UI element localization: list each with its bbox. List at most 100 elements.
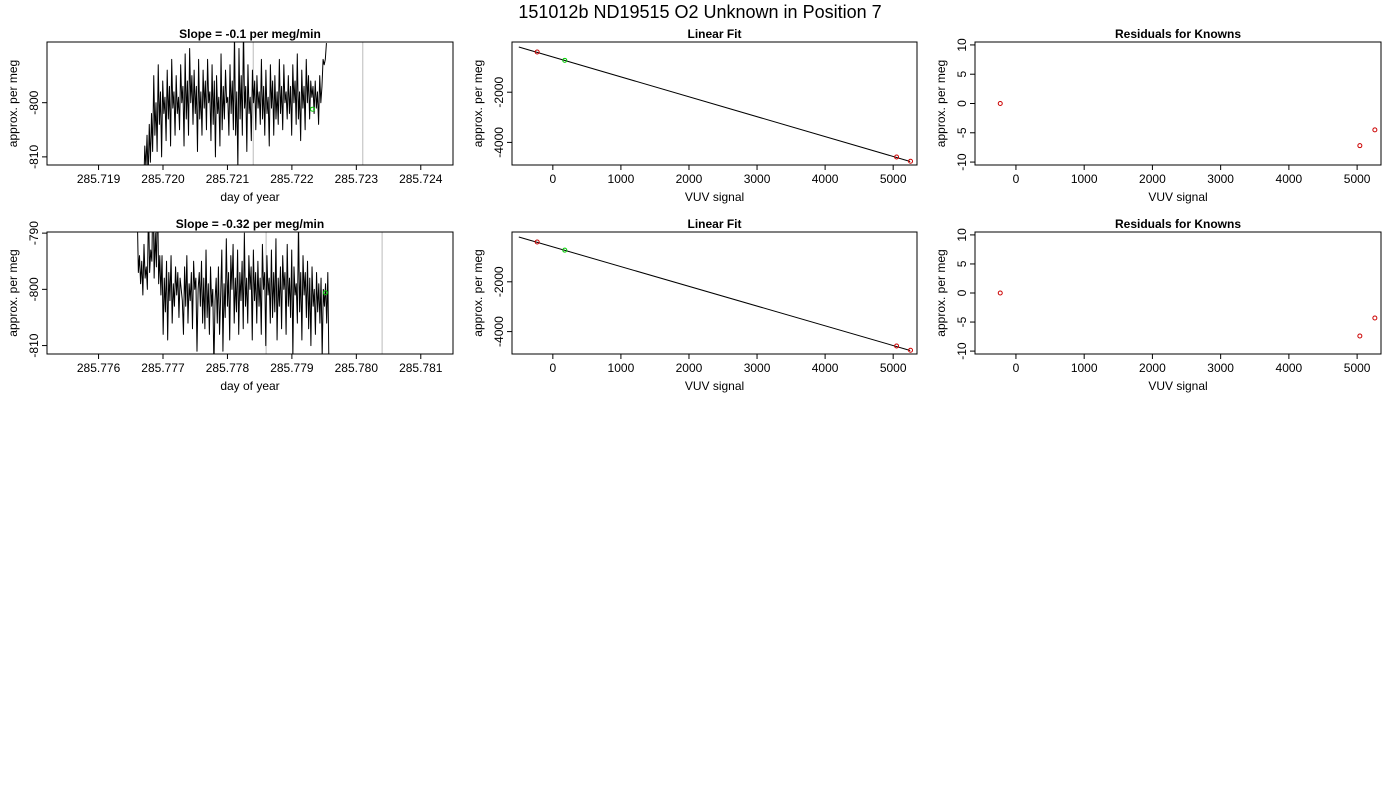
x-tick-label: 285.719 (77, 172, 121, 186)
plot-frame (974, 41, 1382, 166)
fit-line (518, 46, 911, 162)
x-tick-label: 4000 (1276, 172, 1303, 186)
x-tick-label: 285.777 (141, 361, 185, 375)
data-point (322, 290, 328, 296)
x-tick-label: 2000 (676, 361, 703, 375)
y-tick-label: 5 (955, 71, 969, 78)
x-tick-label: 5000 (880, 361, 907, 375)
x-tick-label: 2000 (676, 172, 703, 186)
data-point (1357, 333, 1363, 339)
y-tick-label: 0 (955, 100, 969, 107)
x-tick-label: 5000 (1344, 172, 1371, 186)
y-tick-label: -2000 (492, 77, 506, 108)
y-tick-label: -810 (27, 333, 41, 357)
x-tick-label: 285.724 (399, 172, 443, 186)
y-tick-label: -2000 (492, 266, 506, 297)
data-point (908, 347, 914, 353)
y-axis-label: approx. per meg (934, 60, 948, 147)
y-tick-label: -5 (955, 316, 969, 327)
x-tick-label: 2000 (1139, 361, 1166, 375)
x-tick-label: 0 (549, 361, 556, 375)
x-tick-label: 1000 (1071, 361, 1098, 375)
y-tick-label: -4000 (492, 316, 506, 347)
x-tick-label: 1000 (608, 361, 635, 375)
chart-panel-1: Slope = -0.1 per meg/min 285.719 285.720 28… (6, 27, 454, 204)
x-axis-label: VUV signal (685, 379, 744, 393)
x-tick-label: 3000 (744, 361, 771, 375)
plot-area (518, 46, 914, 164)
x-tick-label: 0 (1013, 172, 1020, 186)
data-point (894, 343, 900, 349)
chart-panel-5: Linear Fit 0 1000 2000 3000 4000 5000 -2000 -400… (471, 217, 918, 393)
x-tick-label: 2000 (1139, 172, 1166, 186)
y-axis-label: approx. per meg (6, 60, 20, 147)
plot-area (143, 42, 364, 165)
chart-title: Linear Fit (687, 217, 741, 231)
fit-line (518, 236, 911, 351)
y-axis-label: approx. per meg (471, 249, 485, 336)
y-tick-label: 10 (955, 228, 969, 242)
chart-title: Linear Fit (687, 27, 741, 41)
y-axis-label: approx. per meg (934, 249, 948, 336)
x-tick-label: 285.781 (399, 361, 443, 375)
data-point (997, 290, 1003, 296)
data-point (1372, 315, 1378, 321)
y-tick-label: -4000 (492, 127, 506, 158)
plot-frame (46, 41, 454, 166)
x-tick-label: 3000 (1207, 172, 1234, 186)
plot-frame (974, 231, 1382, 355)
x-tick-label: 0 (1013, 361, 1020, 375)
x-tick-label: 1000 (608, 172, 635, 186)
data-point (997, 101, 1003, 106)
x-axis-label: VUV signal (1148, 379, 1207, 393)
x-tick-label: 4000 (1276, 361, 1303, 375)
data-point (1357, 143, 1363, 149)
plot-area (997, 101, 1378, 149)
x-axis-label: VUV signal (1148, 190, 1207, 204)
x-tick-label: 285.778 (206, 361, 250, 375)
x-tick-label: 285.776 (77, 361, 121, 375)
chart-panel-2: Linear Fit 0 1000 2000 3000 4000 5000 -2000 -400… (471, 27, 918, 204)
series-line (137, 232, 330, 354)
chart-title: Slope = -0.1 per meg/min (179, 27, 321, 41)
data-point (562, 57, 568, 63)
series-line (143, 42, 327, 165)
x-tick-label: 5000 (880, 172, 907, 186)
y-axis-label: approx. per meg (471, 60, 485, 147)
y-tick-label: -10 (955, 153, 969, 171)
plot-frame (511, 41, 918, 166)
y-axis-label: approx. per meg (6, 249, 20, 336)
x-axis-label: day of year (220, 190, 279, 204)
data-point (908, 158, 914, 164)
chart-title: Residuals for Knowns (1115, 27, 1241, 41)
data-point (1372, 127, 1378, 133)
x-tick-label: 5000 (1344, 361, 1371, 375)
y-tick-label: -800 (27, 277, 41, 301)
y-tick-label: 10 (955, 38, 969, 52)
x-tick-label: 285.720 (141, 172, 185, 186)
chart-title: Slope = -0.32 per meg/min (176, 217, 324, 231)
chart-panel-6: Residuals for Knowns 0 1000 2000 3000 4000 500… (934, 217, 1382, 393)
data-point (534, 49, 540, 55)
data-point (534, 239, 540, 245)
y-tick-label: -790 (27, 221, 41, 245)
plot-area (137, 232, 383, 354)
x-axis-label: VUV signal (685, 190, 744, 204)
chart-panel-4: Slope = -0.32 per meg/min 285.776 285.777 2… (6, 217, 454, 393)
chart-title: Residuals for Knowns (1115, 217, 1241, 231)
x-tick-label: 285.779 (270, 361, 314, 375)
y-tick-label: 5 (955, 260, 969, 267)
x-tick-label: 4000 (812, 172, 839, 186)
data-point (562, 247, 568, 253)
data-point (894, 154, 900, 160)
page-title: 151012b ND19515 O2 Unknown in Position 7 (518, 2, 882, 22)
x-tick-label: 1000 (1071, 172, 1098, 186)
y-tick-label: -810 (27, 145, 41, 169)
x-tick-label: 3000 (1207, 361, 1234, 375)
x-tick-label: 285.721 (206, 172, 250, 186)
plot-area (518, 236, 914, 353)
y-tick-label: -10 (955, 342, 969, 360)
x-axis-label: day of year (220, 379, 279, 393)
plot-frame (46, 231, 454, 355)
x-tick-label: 0 (549, 172, 556, 186)
